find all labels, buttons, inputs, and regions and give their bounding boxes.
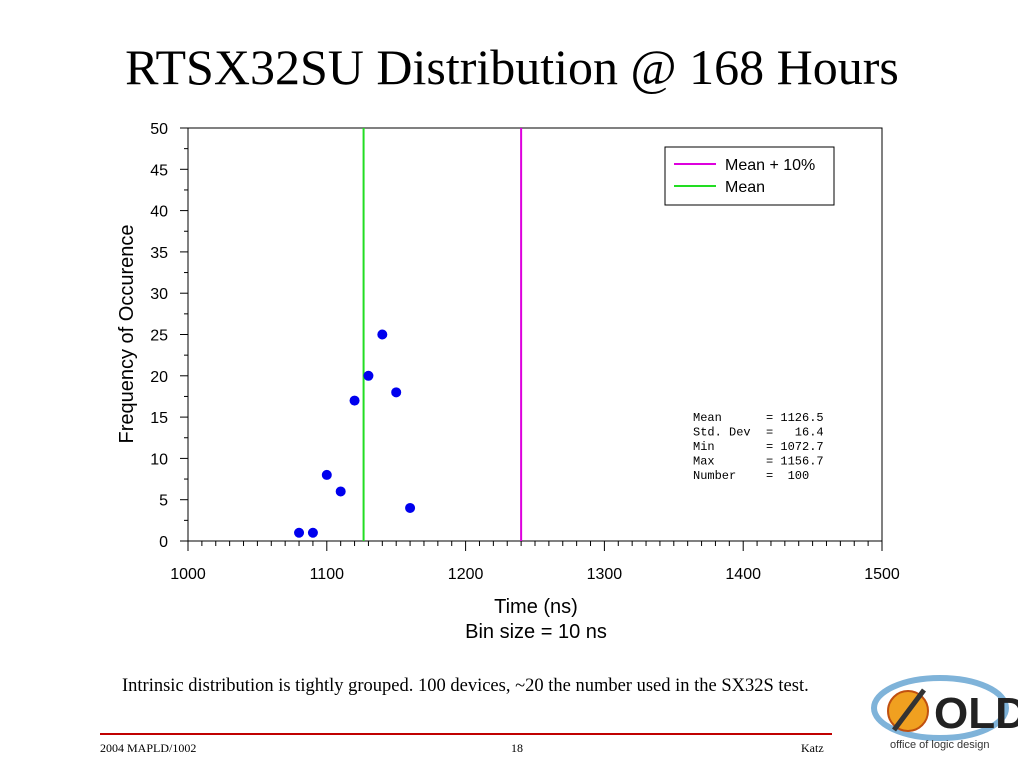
x-tick-label: 1100 bbox=[310, 566, 345, 583]
x-axis-label: Time (ns) bbox=[494, 596, 578, 618]
footer-event: 2004 MAPLD/1002 bbox=[100, 741, 197, 755]
slide-title: RTSX32SU Distribution @ 168 Hours bbox=[125, 39, 899, 95]
stat-value: = 1126.5 bbox=[766, 411, 824, 425]
stats-box: Mean = 1126.5 Std. Dev = 16.4 Min = 1072.7 Max… bbox=[693, 411, 824, 483]
stat-value: = 1156.7 bbox=[766, 455, 824, 469]
data-point bbox=[294, 527, 305, 538]
data-point bbox=[349, 395, 360, 406]
slide-caption: Intrinsic distribution is tightly groupe… bbox=[122, 676, 809, 696]
y-tick-label: 45 bbox=[150, 162, 168, 179]
y-tick-label: 15 bbox=[150, 410, 168, 427]
y-tick-label: 20 bbox=[150, 369, 168, 386]
reference-lines bbox=[362, 128, 523, 541]
x-tick-label: 1000 bbox=[170, 566, 206, 583]
data-point bbox=[405, 502, 416, 513]
y-axis: 0 5 10 15 20 25 30 35 40 45 50 bbox=[150, 121, 188, 551]
legend: Mean + 10% Mean bbox=[664, 146, 835, 206]
x-axis: 1000 1100 1200 1300 1400 1500 bbox=[170, 541, 900, 583]
stat-value: = 1072.7 bbox=[766, 440, 824, 454]
stat-label: Mean bbox=[693, 411, 722, 425]
logo: OLD office of logic design bbox=[871, 675, 1018, 751]
legend-box bbox=[664, 146, 835, 206]
y-tick-label: 10 bbox=[150, 451, 168, 468]
x-tick-label: 1200 bbox=[448, 566, 484, 583]
stat-label: Max bbox=[693, 455, 715, 469]
x-tick-label: 1300 bbox=[587, 566, 623, 583]
x-axis-sublabel: Bin size = 10 ns bbox=[465, 621, 607, 643]
stat-label: Min bbox=[693, 440, 715, 454]
data-point bbox=[321, 469, 332, 480]
logo-text: OLD bbox=[934, 689, 1018, 738]
stat-value: = 16.4 bbox=[766, 426, 824, 440]
data-point bbox=[307, 527, 318, 538]
y-tick-label: 0 bbox=[159, 534, 168, 551]
y-tick-label: 25 bbox=[150, 328, 168, 345]
logo-tagline: office of logic design bbox=[890, 739, 989, 751]
x-tick-label: 1400 bbox=[725, 566, 761, 583]
stat-label: Number bbox=[693, 469, 736, 483]
footer-author: Katz bbox=[801, 741, 824, 755]
y-tick-label: 30 bbox=[150, 286, 168, 303]
y-tick-label: 40 bbox=[150, 204, 168, 221]
stat-value: = 100 bbox=[766, 469, 809, 483]
data-point bbox=[363, 370, 374, 381]
data-point bbox=[377, 329, 388, 340]
y-tick-label: 35 bbox=[150, 245, 168, 262]
y-tick-label: 5 bbox=[159, 493, 168, 510]
y-tick-label: 50 bbox=[150, 121, 168, 138]
legend-label-mean-plus: Mean + 10% bbox=[725, 157, 815, 174]
footer-rule bbox=[100, 733, 832, 735]
data-point bbox=[391, 387, 402, 398]
scatter-chart: 0 5 10 15 20 25 30 35 40 45 50 1000 1100 1200 1300 140… bbox=[116, 121, 900, 643]
footer-page-number: 18 bbox=[511, 741, 523, 755]
stat-label: Std. Dev bbox=[693, 426, 751, 440]
y-axis-label: Frequency of Occurence bbox=[116, 225, 138, 444]
data-point bbox=[335, 486, 346, 497]
data-points bbox=[294, 329, 416, 538]
x-tick-label: 1500 bbox=[864, 566, 900, 583]
legend-label-mean: Mean bbox=[725, 179, 765, 196]
